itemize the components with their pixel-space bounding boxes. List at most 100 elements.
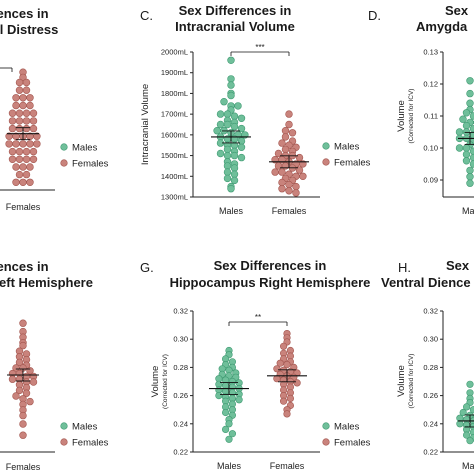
legend-females-marker [322, 438, 330, 446]
female-data-point [12, 392, 20, 400]
male-data-point [237, 153, 246, 162]
panel-g-plot: 0.22 0.24 0.26 0.28 0.30 0.32 Volume (Corrected… [150, 307, 371, 472]
male-data-point [216, 149, 225, 158]
female-data-point [280, 342, 288, 350]
male-data-point [462, 150, 471, 159]
female-data-point [26, 163, 34, 171]
panel-d-label: D. [368, 8, 381, 23]
female-data-point [26, 178, 34, 187]
panel-f-title-line1: rences in [0, 259, 49, 274]
y-tick-label: 1300mL [161, 193, 188, 202]
panel-g-label: G. [140, 260, 154, 275]
female-data-point [19, 178, 27, 187]
x-category-label-males: Ma [462, 206, 474, 216]
male-data-point [459, 408, 467, 417]
female-data-point [19, 94, 27, 102]
panel-b-title-line1: rences in [0, 6, 49, 21]
female-data-point [22, 147, 31, 156]
female-data-point [19, 73, 27, 82]
legend-females-marker [60, 159, 68, 167]
y-tick-label: 0.32 [173, 307, 188, 316]
male-data-point [223, 168, 232, 176]
female-data-point [281, 162, 290, 170]
male-data-point [462, 144, 471, 152]
female-data-point [12, 140, 20, 148]
female-data-point [281, 133, 290, 141]
legend-males-label: Males [334, 142, 360, 153]
female-data-point [19, 140, 27, 148]
y-tick-label: 1900mL [161, 68, 188, 77]
male-data-point [230, 151, 239, 160]
x-category-label-males: Males [219, 206, 244, 216]
male-data-point [237, 143, 246, 152]
female-data-point [8, 155, 17, 164]
male-data-point [213, 126, 221, 135]
female-data-point [271, 168, 279, 176]
female-data-point [8, 109, 17, 117]
legend-females-label: Females [72, 159, 109, 170]
female-data-point [15, 109, 24, 117]
female-data-point [8, 147, 17, 156]
male-data-point [466, 77, 474, 85]
male-data-point [216, 120, 225, 129]
male-data-point [223, 162, 232, 170]
legend-females-marker [322, 158, 330, 166]
male-data-point [235, 396, 243, 404]
y-tick-label: 0.28 [173, 363, 188, 372]
panel-d-title-line1: Sex [445, 3, 469, 18]
female-data-point [285, 180, 293, 189]
female-data-point [12, 163, 20, 171]
y-tick-label: 0.26 [423, 391, 438, 400]
female-data-point [280, 397, 288, 405]
panel-c-plot: 1300mL 1400mL 1500mL 1600mL 1700mL 1800mL 1900… [140, 43, 371, 216]
female-data-point [29, 378, 38, 386]
male-data-point [225, 435, 233, 443]
male-data-point [223, 151, 232, 160]
female-data-point [292, 182, 300, 191]
male-data-point [227, 81, 235, 89]
male-data-point [466, 89, 474, 98]
female-data-point [22, 170, 31, 179]
female-data-point [22, 155, 31, 164]
panel-g: G. Sex Differences in Hippocampus Right … [140, 258, 371, 471]
female-data-point [33, 132, 41, 140]
female-data-point [15, 358, 24, 367]
y-tick-label: 2000mL [161, 48, 188, 57]
panel-d-title-line2: Amygda [416, 19, 468, 34]
y-tick-label: 0.30 [423, 335, 438, 344]
male-data-point [469, 147, 474, 155]
x-category-label-females: Females [270, 461, 305, 471]
male-data-point [463, 403, 471, 411]
male-data-point [237, 137, 246, 145]
y-tick-label: 0.13 [423, 48, 438, 57]
male-data-point [225, 420, 233, 428]
panel-h-label: H. [398, 260, 411, 275]
male-data-point [234, 102, 242, 110]
female-data-point [295, 166, 304, 174]
male-data-point [227, 75, 235, 83]
y-tick-label: 0.11 [424, 112, 438, 121]
male-data-point [459, 115, 467, 123]
x-category-label: Females [6, 462, 41, 472]
female-data-point [29, 124, 38, 133]
female-data-point [26, 397, 34, 406]
male-data-point [223, 145, 232, 154]
female-data-point [8, 117, 17, 125]
panel-b-plot: Females Males Females [0, 67, 109, 212]
male-data-point [230, 164, 239, 172]
y-tick-label: 0.22 [173, 448, 188, 457]
y-tick-label: 1400mL [161, 172, 188, 181]
female-data-point [12, 101, 20, 110]
female-data-point [19, 341, 27, 350]
female-data-point [19, 319, 27, 327]
female-data-point [283, 410, 291, 418]
legend-females-marker [60, 438, 68, 446]
female-data-point [274, 162, 283, 170]
male-data-point [469, 160, 474, 168]
male-data-point [216, 110, 225, 118]
male-data-point [228, 430, 236, 438]
female-data-point [278, 178, 286, 187]
female-data-point [19, 163, 27, 171]
female-data-point [26, 94, 34, 102]
female-data-point [15, 124, 24, 133]
